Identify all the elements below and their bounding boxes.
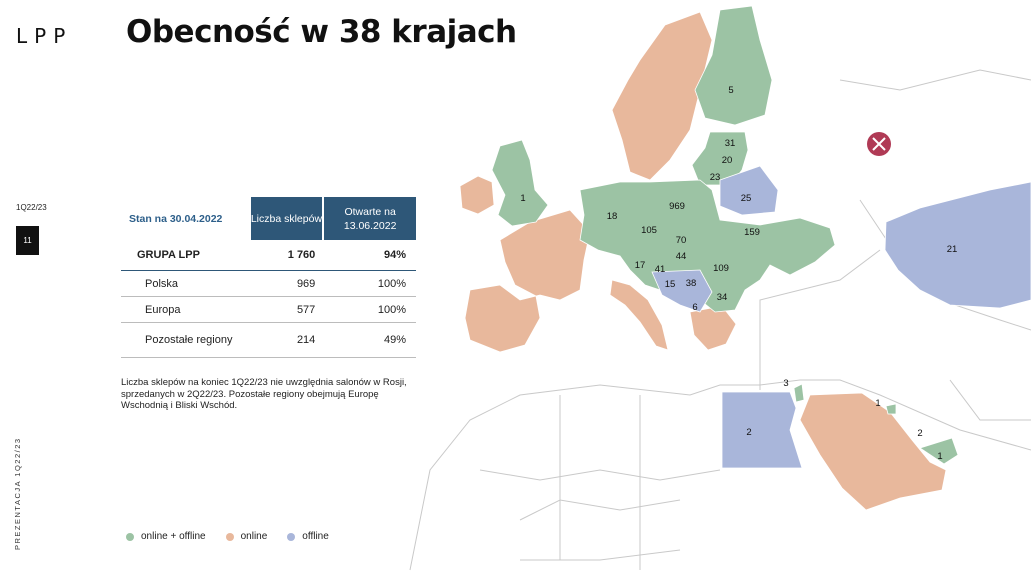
map-region-balkans-blue [651, 269, 713, 313]
map-region-egypt [721, 391, 803, 469]
map-label: 18 [607, 211, 618, 222]
map-region-norway-sweden [611, 11, 713, 181]
legend-item: online [225, 531, 268, 542]
map-region-israel [793, 383, 805, 403]
map-label: 109 [713, 263, 729, 274]
stores-table: Stan na 30.04.2022 Liczba sklepów Otwart… [121, 197, 416, 358]
lpp-logo: LPP [16, 24, 73, 48]
map-label: 1 [937, 451, 942, 462]
row-label: Polska [121, 270, 250, 297]
legend-dot-icon [287, 532, 296, 541]
col-header-stores: Liczba sklepów [248, 197, 324, 240]
map-label: 38 [686, 278, 697, 289]
row-label: GRUPA LPP [121, 240, 250, 271]
map-label: 31 [725, 138, 736, 149]
map-region-italy [609, 279, 669, 351]
table-row: Europa 577 100% [121, 296, 416, 323]
legend: online + offline online offline [126, 531, 329, 542]
row-open: 100% [323, 296, 416, 323]
table-as-of: Stan na 30.04.2022 [129, 212, 223, 225]
map-region-saudi [799, 392, 947, 511]
map-label: 25 [741, 193, 752, 204]
map-region-uae [919, 437, 959, 465]
map-label: 105 [641, 225, 657, 236]
table-row: Polska 969 100% [121, 270, 416, 297]
map-label: 15 [665, 279, 676, 290]
row-stores: 577 [249, 296, 324, 323]
row-stores: 969 [249, 270, 324, 297]
map-label: 2 [746, 427, 751, 438]
row-stores: 214 [249, 322, 324, 358]
map-label: 17 [635, 260, 646, 271]
table-row: GRUPA LPP 1 760 94% [121, 240, 416, 271]
row-open: 100% [323, 270, 416, 297]
map-label: 41 [655, 264, 666, 275]
map-region-ireland [459, 175, 495, 215]
legend-label: online [240, 531, 268, 542]
table-row: Pozostałe regiony 214 49% [121, 322, 416, 358]
map-label: 1 [520, 193, 525, 204]
map-region-central-europe [579, 179, 836, 313]
map-label: 44 [676, 251, 687, 262]
row-stores: 1 760 [249, 240, 324, 271]
row-label: Pozostałe regiony [121, 322, 250, 358]
map-region-bahrain [885, 403, 897, 415]
legend-item: online + offline [126, 531, 206, 542]
map-label: 5 [728, 85, 733, 96]
map-label: 159 [744, 227, 760, 238]
map-label: 3 [783, 378, 788, 389]
legend-dot-icon [225, 532, 234, 541]
legend-dot-icon [126, 532, 134, 541]
map-label: 23 [710, 172, 721, 183]
row-open: 94% [323, 240, 416, 271]
row-label: Europa [121, 296, 250, 323]
map-region-belarus [719, 165, 779, 216]
map-label: 6 [692, 302, 697, 313]
footnote: Liczba sklepów na koniec 1Q22/23 nie uwz… [121, 377, 407, 411]
legend-label: offline [302, 531, 329, 542]
map-region-uk [491, 139, 549, 227]
map-label: 969 [669, 201, 685, 212]
map-label: 1 [875, 398, 880, 409]
map-region-kazakhstan [884, 181, 1031, 309]
legend-item: offline [287, 531, 329, 542]
map-region-finland [694, 5, 773, 126]
page-title: Obecność w 38 krajach [126, 14, 517, 50]
map-label: 34 [717, 292, 728, 303]
row-open: 49% [323, 322, 416, 358]
col-header-open: Otwarte na 13.06.2022 [322, 197, 416, 240]
map-label: 70 [676, 235, 687, 246]
map-label: 21 [947, 244, 958, 255]
period-label: 1Q22/23 [16, 203, 47, 212]
map-label: 2 [917, 428, 922, 439]
legend-label: online + offline [141, 531, 206, 542]
page-number: 11 [16, 226, 39, 255]
map-region-france-iberia [464, 209, 591, 353]
map-label: 20 [722, 155, 733, 166]
